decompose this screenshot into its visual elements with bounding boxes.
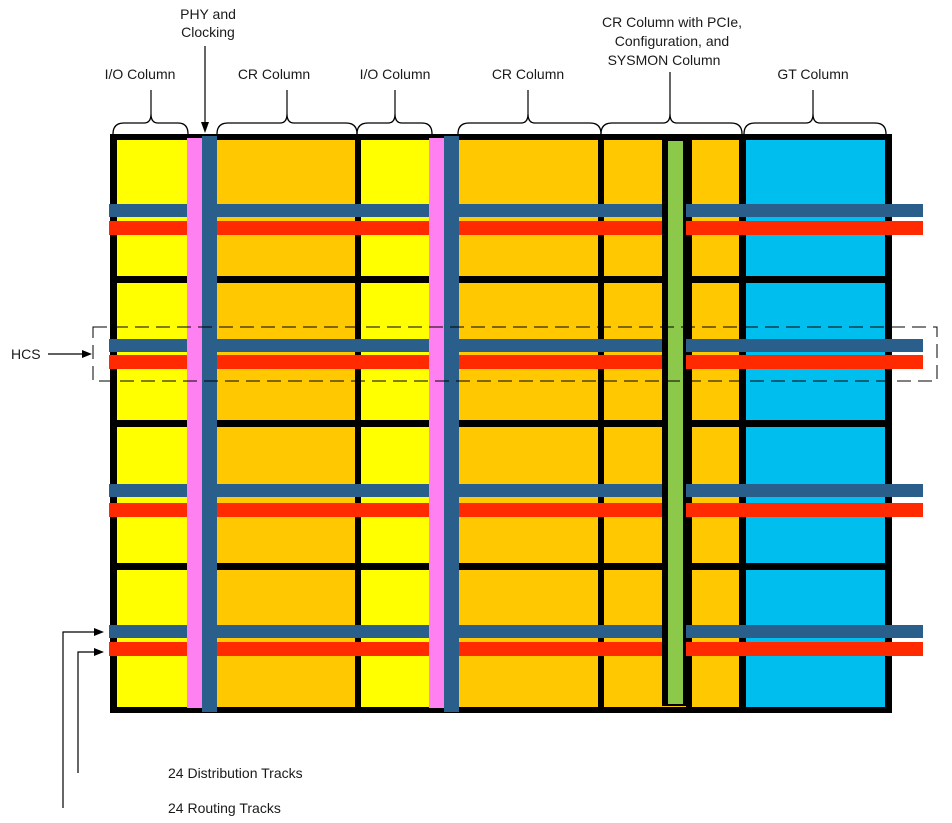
distribution-track-band-1 (109, 204, 923, 217)
cr-column-2-label: CR Column (492, 66, 564, 82)
cr-pcie-label-line-3: SYSMON Column (608, 52, 721, 68)
distribution-tracks-label: 24 Distribution Tracks (168, 765, 303, 781)
clock-region-grid (110, 134, 892, 713)
vertical-strips (187, 136, 686, 712)
routing-tracks-label: 24 Routing Tracks (168, 800, 281, 816)
hcs-dashed-box (92, 326, 938, 382)
distribution-track-band-3 (109, 484, 923, 497)
io-column-2-label: I/O Column (360, 66, 431, 82)
phy-pink-strip-1 (187, 138, 202, 708)
routing-track-band-3 (109, 503, 923, 517)
sysmon-green-strip (668, 141, 683, 704)
gt-column-label: GT Column (777, 66, 848, 82)
leader-lines (48, 46, 814, 808)
phy-clocking-strip-1 (202, 136, 217, 712)
phy-clocking-label-line-2: Clocking (181, 24, 235, 40)
phy-clocking-label-line-1: PHY and (180, 6, 236, 22)
cr-pcie-label-line-1: CR Column with PCIe, (602, 14, 742, 30)
distribution-track-band-4 (109, 625, 923, 638)
routing-track-band-2 (109, 355, 923, 369)
routing-track-band-4 (109, 642, 923, 656)
track-bands (109, 204, 923, 656)
routing-track-band-1 (109, 221, 923, 235)
hcs-label: HCS (11, 346, 41, 362)
arrowheads (82, 122, 209, 656)
phy-pink-strip-2 (429, 138, 444, 708)
io-column-1-label: I/O Column (105, 66, 176, 82)
cr-column-1-label: CR Column (238, 66, 310, 82)
column-braces (112, 113, 887, 135)
distribution-track-band-2 (109, 339, 923, 352)
cr-pcie-label-line-2: Configuration, and (615, 33, 729, 49)
phy-clocking-strip-2 (444, 136, 459, 712)
